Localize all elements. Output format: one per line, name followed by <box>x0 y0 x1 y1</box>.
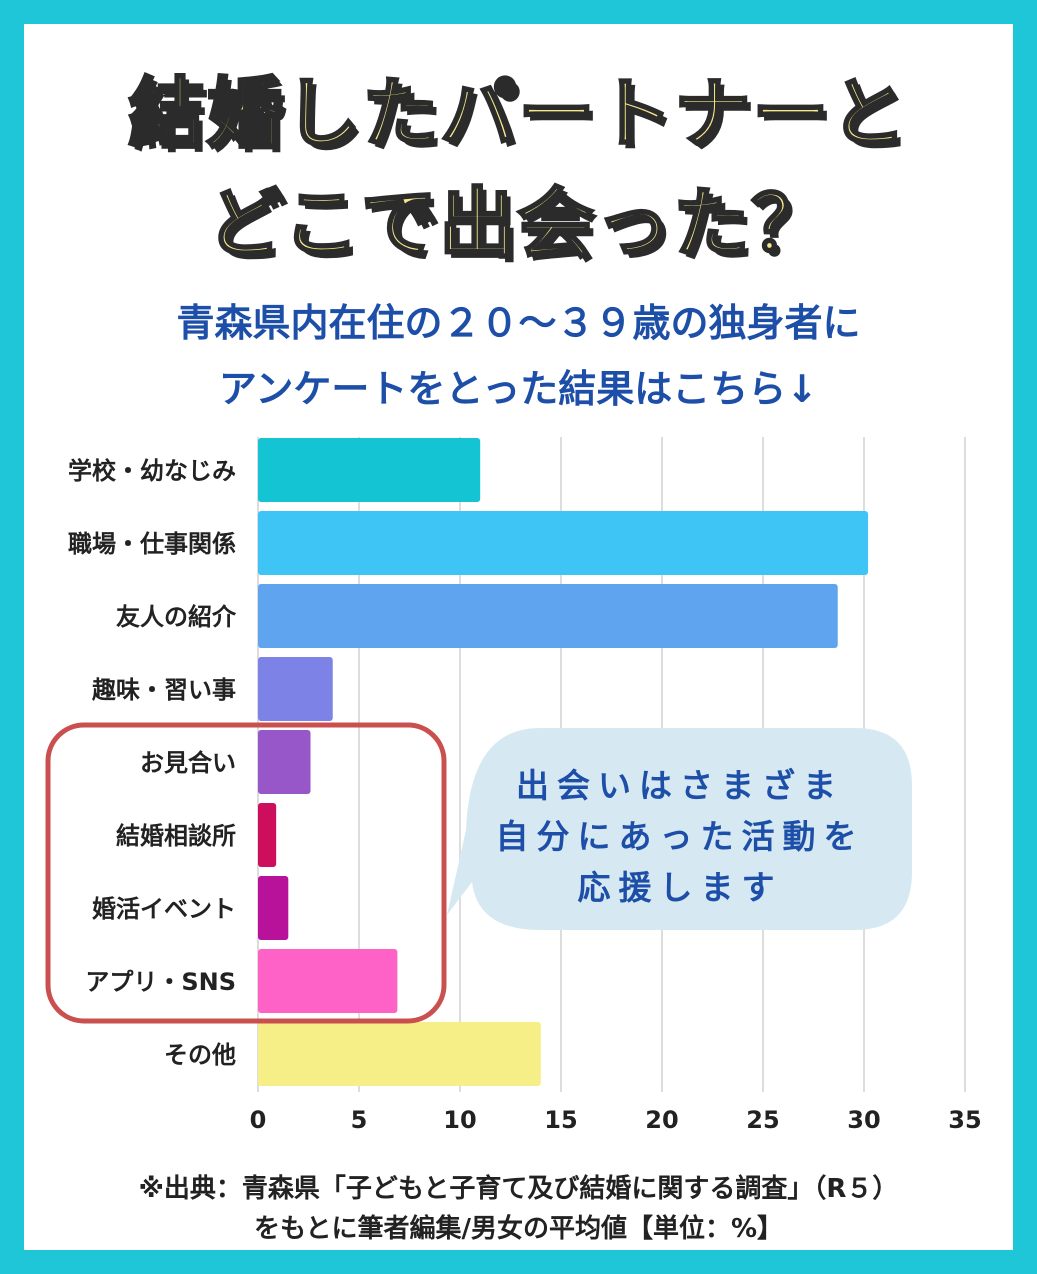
highlight-box <box>45 722 447 1024</box>
subtitle-line-1: 青森県内在住の２０～３９歳の独身者に <box>176 301 861 345</box>
x-tick-label: 5 <box>351 1106 368 1134</box>
source-line-1: ※出典：青森県「子どもと子育て及び結婚に関する調査」（R５） <box>138 1174 899 1204</box>
callout-line-2: 自分にあった活動を <box>495 817 865 856</box>
bar <box>258 438 481 502</box>
callout-line-3: 応援します <box>577 868 783 907</box>
x-tick-label: 35 <box>948 1106 981 1134</box>
bar <box>258 803 277 867</box>
bar <box>258 876 289 940</box>
x-tick-label: 10 <box>443 1106 476 1134</box>
title-line-1: 結婚したパートナーと <box>127 68 909 160</box>
x-tick-label: 20 <box>645 1106 678 1134</box>
callout-text: 出会いはさまざま 自分にあった活動を 応援します <box>455 760 905 913</box>
category-label: 職場・仕事関係 <box>68 530 236 558</box>
category-label: 結婚相談所 <box>116 822 236 850</box>
callout-line-1: 出会いはさまざま <box>516 766 844 805</box>
bar <box>258 511 869 575</box>
subtitle-line-2: アンケートをとった結果はこちら↓ <box>218 367 819 411</box>
bar <box>258 949 398 1013</box>
category-label: その他 <box>164 1041 236 1069</box>
title-line-2: どこで出会った？ <box>206 178 830 270</box>
bar <box>258 657 333 721</box>
bar <box>258 584 838 648</box>
category-label: 学校・幼なじみ <box>68 457 236 485</box>
category-label: アプリ・SNS <box>85 968 236 996</box>
x-tick-label: 15 <box>544 1106 577 1134</box>
category-label: お見合い <box>140 749 236 777</box>
x-tick-label: 25 <box>746 1106 779 1134</box>
speech-bubble <box>447 728 912 930</box>
category-label: 趣味・習い事 <box>91 676 236 704</box>
category-label: 友人の紹介 <box>116 603 237 631</box>
bar <box>258 730 311 794</box>
x-tick-label: 30 <box>847 1106 880 1134</box>
x-tick-label: 0 <box>250 1106 267 1134</box>
category-label: 婚活イベント <box>92 895 236 923</box>
bar <box>258 1022 541 1086</box>
source-line-2: をもとに筆者編集/男女の平均値【単位：%】 <box>253 1214 784 1244</box>
